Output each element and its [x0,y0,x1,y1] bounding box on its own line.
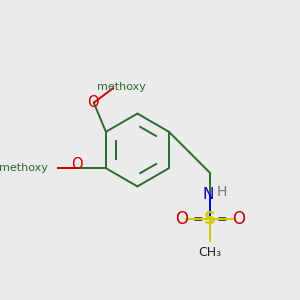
Text: N: N [202,188,214,202]
Text: methoxy: methoxy [97,82,146,92]
Text: O: O [87,95,98,110]
Text: S: S [204,210,216,228]
Text: O: O [176,210,188,228]
Text: CH₃: CH₃ [199,246,222,259]
Text: O: O [232,210,245,228]
Text: H: H [217,185,227,199]
Text: =: = [193,213,203,226]
Text: O: O [71,157,82,172]
Text: methoxy: methoxy [0,163,48,173]
Text: =: = [217,213,228,226]
